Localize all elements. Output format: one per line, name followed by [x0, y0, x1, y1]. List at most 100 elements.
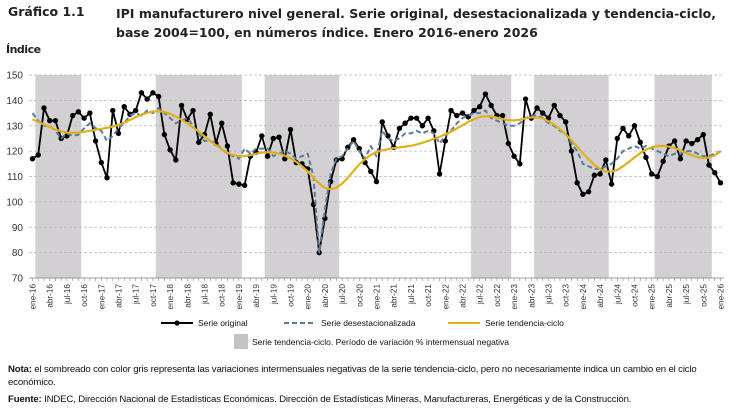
data-point-serie-original — [161, 131, 168, 138]
x-tick-label: jul-24 — [613, 284, 622, 305]
x-tick-label: abr-22 — [459, 284, 468, 308]
x-tick-label: oct-22 — [493, 284, 502, 307]
data-point-serie-original — [345, 144, 351, 151]
x-tick-label: jul-20 — [338, 284, 347, 305]
y-tick-label: 110 — [7, 172, 23, 183]
data-point-serie-original — [69, 112, 76, 119]
data-point-serie-original — [75, 109, 82, 115]
data-point-serie-original — [712, 169, 718, 176]
x-tick-label: oct-24 — [631, 284, 640, 307]
data-point-serie-original — [597, 171, 603, 177]
legend-swatch-original — [161, 320, 193, 326]
data-point-serie-original — [396, 125, 403, 131]
data-point-serie-original — [620, 125, 626, 131]
x-tick-label: oct-21 — [424, 284, 433, 307]
y-tick-label: 140 — [6, 96, 23, 107]
data-point-serie-original — [614, 135, 620, 142]
data-point-serie-original — [35, 152, 41, 158]
data-point-serie-original — [379, 119, 385, 125]
data-point-serie-original — [224, 143, 231, 149]
data-point-serie-original — [52, 117, 59, 124]
data-point-serie-original — [270, 135, 276, 142]
data-point-serie-original — [689, 140, 695, 147]
source: Fuente: INDEC, Dirección Nacional de Est… — [8, 394, 728, 405]
chart-title: IPI manufacturero nivel general. Serie o… — [116, 6, 716, 40]
data-point-serie-original — [350, 137, 357, 143]
legend-swatch-shading — [234, 334, 248, 349]
data-point-serie-original — [580, 191, 586, 197]
x-tick-label: oct-23 — [562, 284, 571, 307]
note-label: Nota: — [8, 364, 32, 375]
data-point-serie-original — [557, 112, 563, 119]
x-tick-label: abr-17 — [115, 284, 124, 308]
legend-item-desestacionalizada: Serie desestacionalizada — [283, 318, 416, 328]
x-tick-label: oct-17 — [149, 284, 158, 307]
data-point-serie-original — [717, 180, 724, 186]
data-point-serie-original — [87, 110, 93, 116]
legend-label-shading: Serie tendencia-ciclo. Período de variac… — [252, 336, 510, 347]
data-point-serie-original — [173, 157, 179, 163]
data-point-serie-original — [482, 91, 489, 97]
x-tick-label: ene-18 — [166, 284, 175, 310]
data-point-serie-original — [287, 126, 294, 133]
data-point-serie-original — [700, 131, 706, 138]
data-point-serie-original — [643, 154, 649, 161]
x-tick-label: abr-20 — [321, 284, 330, 308]
data-point-serie-original — [419, 123, 426, 129]
data-point-serie-original — [385, 133, 391, 139]
legend-item-shading: Serie tendencia-ciclo. Período de variac… — [234, 334, 509, 349]
series-line-serie-tendencia-ciclo — [32, 110, 722, 191]
x-tick-label: oct-20 — [355, 284, 364, 307]
y-axis-ticks: 70 80 90 100 110 120 130 140 150 — [6, 71, 23, 285]
x-tick-label: abr-24 — [596, 284, 605, 308]
x-tick-label: jul-22 — [476, 284, 485, 305]
x-tick-label: oct-25 — [699, 284, 708, 307]
data-point-serie-original — [413, 115, 420, 121]
data-point-serie-original — [121, 104, 127, 110]
data-point-serie-original — [563, 119, 569, 125]
x-tick-label: ene-21 — [373, 284, 382, 310]
x-tick-label: ene-22 — [441, 284, 450, 310]
y-tick-label: 120 — [6, 147, 23, 158]
data-point-serie-original — [408, 115, 414, 121]
data-point-serie-original — [677, 156, 684, 162]
data-point-serie-original — [626, 133, 632, 139]
series-line-serie-desestacionalizada — [31, 107, 721, 254]
data-point-serie-original — [104, 175, 110, 181]
data-point-serie-original — [259, 133, 265, 139]
data-point-serie-original — [511, 153, 517, 159]
data-point-serie-original — [540, 110, 546, 116]
legend-swatch-desestacionalizada — [284, 322, 316, 324]
data-point-serie-original — [574, 180, 580, 186]
data-point-serie-original — [368, 168, 374, 175]
data-point-serie-original — [660, 158, 666, 164]
data-point-serie-original — [459, 110, 466, 116]
y-tick-label: 130 — [6, 121, 23, 132]
legend-label-tendencia: Serie tendencia-ciclo — [485, 318, 564, 328]
data-point-serie-original — [373, 178, 380, 185]
x-tick-label: ene-19 — [235, 284, 244, 310]
data-point-serie-original — [115, 130, 122, 137]
note: Nota: el sombreado con color gris repres… — [8, 364, 723, 389]
data-point-serie-original — [41, 105, 47, 111]
data-point-serie-original — [230, 180, 236, 186]
x-tick-label: ene-20 — [304, 284, 313, 310]
data-point-serie-original — [671, 138, 678, 144]
x-tick-label: ene-24 — [579, 284, 588, 310]
x-tick-label: oct-16 — [80, 284, 89, 307]
data-point-serie-original — [138, 90, 145, 96]
x-tick-label: jul-21 — [407, 284, 416, 305]
y-tick-label: 100 — [6, 197, 23, 208]
x-tick-label: jul-25 — [682, 284, 691, 305]
x-tick-label: abr-25 — [665, 284, 674, 308]
legend-swatch-tendencia — [448, 322, 480, 324]
x-tick-label: jul-23 — [545, 284, 554, 305]
y-tick-label: 90 — [12, 223, 24, 234]
x-tick-label: abr-16 — [46, 284, 55, 308]
data-point-serie-original — [591, 172, 598, 178]
data-point-serie-original — [196, 139, 202, 145]
data-point-serie-original — [425, 115, 431, 121]
data-point-serie-original — [81, 115, 87, 121]
data-point-serie-original — [167, 147, 173, 153]
data-point-serie-original — [219, 120, 225, 126]
